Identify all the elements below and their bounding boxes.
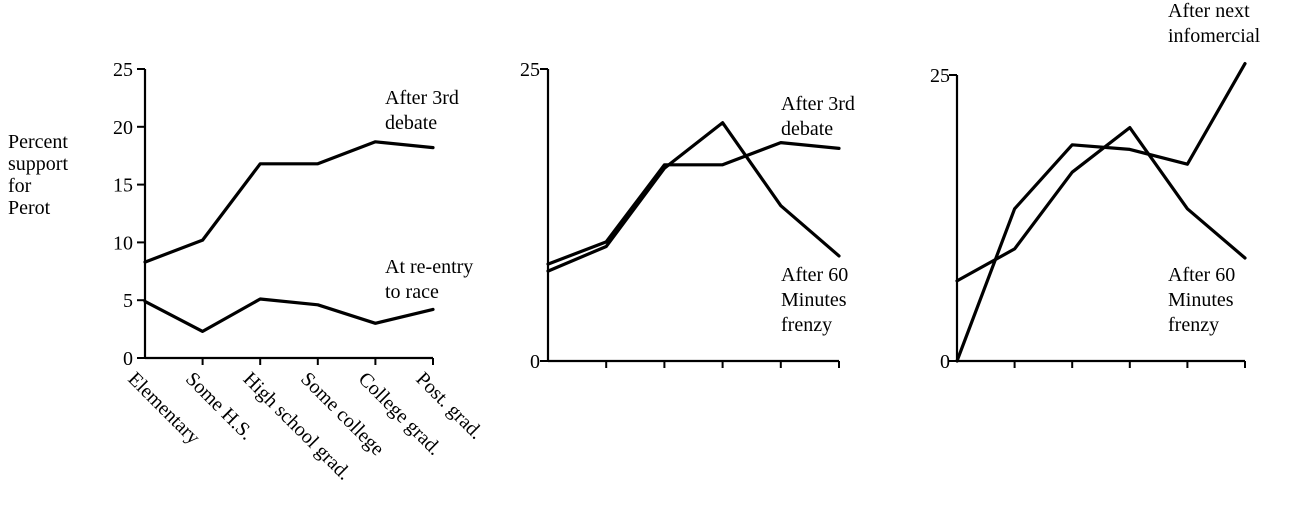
panel-middle: 0 25 After 3rd debate After 60 Minutes frenzy [520, 59, 855, 373]
series-annotation: After next [1168, 0, 1250, 22]
y-tick-label: 0 [940, 351, 950, 373]
series-annotation: After 3rd [781, 93, 855, 115]
series-line-0 [955, 61, 1247, 363]
series-annotation: After 3rd [385, 87, 459, 109]
series-annotation: debate [781, 118, 833, 140]
y-axis-label-line: Perot [8, 197, 51, 219]
series-annotation: frenzy [781, 314, 832, 336]
y-tick-label: 15 [113, 175, 133, 197]
series-annotation: to race [385, 281, 439, 303]
y-tick-label: 25 [930, 65, 950, 87]
y-tick-label: 0 [530, 351, 540, 373]
series-annotation: After 60 [1168, 264, 1235, 286]
y-axis-label-line: for [8, 175, 32, 197]
y-tick-label: 5 [123, 290, 133, 312]
series-annotation: frenzy [1168, 314, 1219, 336]
y-axis-label-line: Percent [8, 131, 68, 153]
series-annotation: Minutes [1168, 289, 1234, 311]
y-tick-label: 20 [113, 117, 133, 139]
y-tick-label: 10 [113, 232, 133, 254]
series-line-1 [955, 125, 1247, 283]
series-annotation: At re-entry [385, 256, 473, 278]
series-annotation: After 60 [781, 264, 848, 286]
panel-right: 0 25 After next infomercial After 60 Minutes f… [930, 0, 1261, 373]
series-line-1 [143, 297, 435, 333]
y-axis-label-line: support [8, 153, 68, 175]
series-line-0 [546, 141, 841, 266]
series-annotation: debate [385, 112, 437, 134]
y-tick-label: 0 [123, 348, 133, 370]
y-tick-label: 25 [520, 59, 540, 81]
series-line-1 [546, 121, 841, 273]
series-annotation: infomercial [1168, 25, 1261, 47]
y-tick-label: 25 [113, 59, 133, 81]
series-annotation: Minutes [781, 289, 847, 311]
series-line-0 [143, 140, 435, 264]
